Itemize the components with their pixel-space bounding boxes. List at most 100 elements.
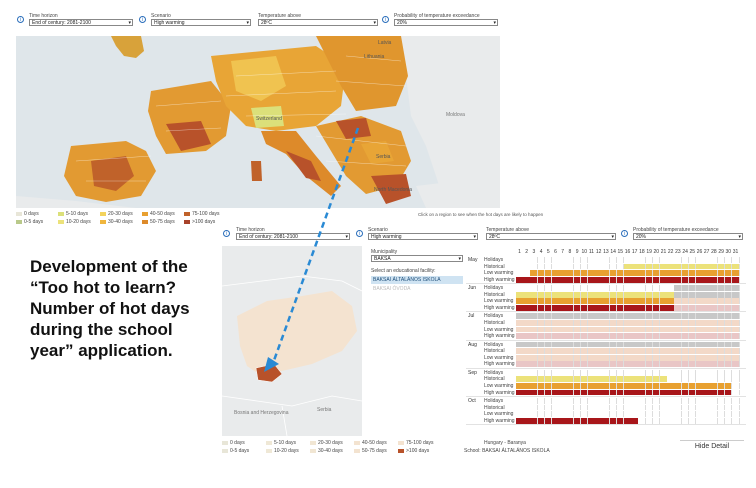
calendar-cell[interactable] [688,313,697,320]
calendar-cell[interactable] [631,411,639,417]
calendar-cell[interactable] [602,305,610,311]
top-info-icon-1[interactable]: i [17,16,24,23]
calendar-cell[interactable] [544,305,553,311]
calendar-cell[interactable] [667,276,675,283]
calendar-cell[interactable] [674,333,682,339]
calendar-cell[interactable] [516,398,524,404]
france-region[interactable] [148,81,231,154]
calendar-cell[interactable] [624,341,632,348]
calendar-cell[interactable] [667,298,675,305]
calendar-cell[interactable] [609,417,618,424]
calendar-cell[interactable] [724,383,733,389]
calendar-cell[interactable] [566,298,574,305]
calendar-cell[interactable] [696,383,704,389]
calendar-cell[interactable] [609,361,618,368]
calendar-cell[interactable] [732,320,740,326]
calendar-cell[interactable] [566,276,574,283]
calendar-cell[interactable] [530,369,538,376]
bottom-probability-select[interactable]: 20% ▾ [633,233,743,240]
calendar-cell[interactable] [566,320,574,326]
calendar-cell[interactable] [652,263,661,270]
calendar-cell[interactable] [652,320,661,326]
calendar-cell[interactable] [523,354,531,361]
calendar-cell[interactable] [703,291,711,298]
calendar-cell[interactable] [624,354,632,361]
calendar-cell[interactable] [638,341,646,348]
calendar-cell[interactable] [638,369,646,376]
calendar-cell[interactable] [631,263,639,270]
calendar-cell[interactable] [638,354,646,361]
calendar-cell[interactable] [652,257,661,263]
calendar-cell[interactable] [559,417,567,424]
calendar-cell[interactable] [566,383,574,389]
calendar-cell[interactable] [674,276,682,283]
calendar-cell[interactable] [616,270,625,276]
iberia-hot-core[interactable] [91,156,134,191]
calendar-cell[interactable] [724,291,733,298]
calendar-cell[interactable] [552,341,560,348]
calendar-cell[interactable] [544,389,553,396]
calendar-cell[interactable] [696,313,704,320]
calendar-cell[interactable] [717,291,726,298]
calendar-cell[interactable] [616,348,625,354]
calendar-cell[interactable] [717,270,726,276]
calendar-cell[interactable] [602,361,610,368]
calendar-cell[interactable] [638,270,646,276]
calendar-cell[interactable] [710,389,718,396]
calendar-cell[interactable] [717,326,726,333]
calendar-cell[interactable] [681,257,690,263]
calendar-cell[interactable] [602,320,610,326]
calendar-cell[interactable] [595,376,603,383]
calendar-cell[interactable] [631,305,639,311]
top-probability-select[interactable]: 20% ▾ [394,19,498,26]
calendar-cell[interactable] [631,389,639,396]
calendar-cell[interactable] [566,305,574,311]
calendar-cell[interactable] [624,398,632,404]
calendar-cell[interactable] [516,313,524,320]
calendar-cell[interactable] [616,320,625,326]
calendar-cell[interactable] [638,276,646,283]
calendar-cell[interactable] [624,389,632,396]
calendar-cell[interactable] [703,411,711,417]
calendar-cell[interactable] [516,263,524,270]
calendar-cell[interactable] [638,285,646,291]
calendar-cell[interactable] [537,369,546,376]
calendar-cell[interactable] [530,320,538,326]
calendar-cell[interactable] [717,341,726,348]
calendar-cell[interactable] [717,404,726,411]
calendar-cell[interactable] [559,383,567,389]
calendar-cell[interactable] [580,285,589,291]
calendar-cell[interactable] [595,398,603,404]
calendar-cell[interactable] [724,276,733,283]
calendar-cell[interactable] [696,276,704,283]
facility-option-selected[interactable]: BAKSAI ÁLTALÁNOS ISKOLA [371,276,463,284]
hungary-map[interactable]: Bosnia and Herzegovina Serbia [222,246,362,436]
calendar-cell[interactable] [638,305,646,311]
calendar-cell[interactable] [732,361,740,368]
calendar-cell[interactable] [624,276,632,283]
calendar-cell[interactable] [559,376,567,383]
calendar-cell[interactable] [588,305,596,311]
calendar-cell[interactable] [674,285,682,291]
calendar-cell[interactable] [595,305,603,311]
calendar-cell[interactable] [667,305,675,311]
calendar-cell[interactable] [523,333,531,339]
calendar-cell[interactable] [645,276,654,283]
calendar-cell[interactable] [573,376,582,383]
calendar-cell[interactable] [645,263,654,270]
calendar-cell[interactable] [674,404,682,411]
calendar-cell[interactable] [530,398,538,404]
calendar-cell[interactable] [516,361,524,368]
calendar-cell[interactable] [645,320,654,326]
calendar-cell[interactable] [552,270,560,276]
calendar-cell[interactable] [552,313,560,320]
top-time-horizon-select[interactable]: End of century: 2081-2100 ▾ [29,19,133,26]
calendar-cell[interactable] [523,389,531,396]
calendar-cell[interactable] [537,276,546,283]
calendar-cell[interactable] [559,354,567,361]
calendar-cell[interactable] [559,389,567,396]
calendar-grid[interactable]: 1 2 3 4 5 6 7 8 9 10 11 12 13 14 15 16 17 18 19 20 21 22 23 24 2… [466,248,746,438]
calendar-cell[interactable] [602,298,610,305]
calendar-cell[interactable] [537,320,546,326]
calendar-cell[interactable] [530,326,538,333]
